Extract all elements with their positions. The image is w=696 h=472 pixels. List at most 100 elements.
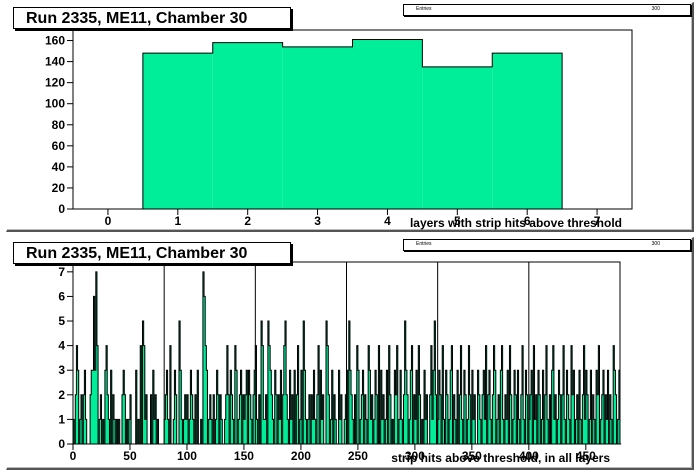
histogram-bar — [472, 419, 475, 444]
histogram-bar — [164, 419, 166, 444]
histogram-bar — [360, 419, 362, 444]
histogram-bar — [398, 419, 401, 444]
y-tick-label: 80 — [52, 118, 66, 132]
histogram-bar — [282, 46, 353, 209]
histogram-bar — [368, 345, 370, 444]
histogram-bar — [173, 419, 175, 444]
stats-entries-value: 300 — [651, 241, 660, 247]
histogram-bar — [429, 394, 432, 444]
histogram-bar — [224, 419, 227, 444]
histogram-bar — [558, 370, 561, 444]
histogram-bar — [248, 370, 251, 444]
histogram-bar — [617, 419, 620, 444]
histogram-outline — [73, 271, 622, 445]
histogram-bar — [94, 370, 97, 444]
histogram-bar — [189, 419, 191, 444]
histogram-outline — [73, 38, 632, 210]
histogram-bar — [606, 419, 608, 444]
stats-entries-label: Entries — [416, 6, 432, 12]
histogram-bar — [528, 419, 531, 444]
histogram-bar — [123, 370, 125, 444]
histogram-bar — [75, 394, 77, 444]
histogram-bar — [385, 419, 387, 444]
histogram-bar — [394, 370, 396, 444]
histogram-bar — [76, 345, 78, 444]
histogram-bar — [395, 394, 398, 444]
histogram-bar — [92, 370, 94, 444]
histogram-bar — [613, 345, 615, 444]
histogram-bar — [585, 370, 588, 444]
x-tick-label: 50 — [123, 449, 137, 463]
x-tick-label: 5 — [454, 214, 461, 228]
histogram-bar — [541, 419, 543, 444]
histogram-bar — [553, 419, 556, 444]
x-tick-label: 400 — [519, 449, 539, 463]
x-tick-label: 350 — [462, 449, 482, 463]
histogram-bar — [561, 394, 564, 444]
histogram-bar — [212, 42, 283, 209]
histogram-bar — [263, 419, 265, 444]
histogram-bar — [584, 419, 587, 444]
stats-box: Entries 300 — [403, 239, 691, 251]
histogram-bar — [500, 370, 502, 444]
histogram-bar — [216, 370, 219, 444]
histogram-bar — [425, 419, 427, 444]
y-tick-label: 120 — [45, 76, 65, 90]
histogram-bar — [520, 394, 523, 444]
histogram-bar — [330, 419, 333, 444]
histogram-bar — [344, 419, 346, 444]
y-tick-label: 60 — [52, 139, 66, 153]
y-tick-label: 7 — [58, 265, 65, 279]
histogram-bar — [463, 370, 466, 444]
histogram-bar — [90, 394, 92, 444]
histogram-bar — [361, 394, 363, 444]
histogram-bar — [582, 394, 584, 444]
chart-title: Run 2335, ME11, Chamber 30 — [13, 242, 291, 264]
histogram-bar — [514, 370, 516, 444]
histogram-bar — [445, 370, 448, 444]
histogram-bar — [153, 419, 156, 444]
strip-hits-histogram-chart: 0 1 2 3 4 5 6 7 0 50 100 150 200 250 300 350 400 450strip… — [58, 261, 622, 465]
histogram-bar — [589, 419, 591, 444]
histogram-bar — [492, 394, 494, 444]
x-tick-label: 150 — [234, 449, 254, 463]
histogram-bar — [572, 394, 574, 444]
histogram-bar — [349, 370, 352, 444]
histogram-bar — [128, 419, 131, 444]
y-tick-label: 140 — [45, 55, 65, 69]
histogram-bar — [282, 394, 285, 444]
histogram-bar — [144, 419, 147, 444]
histogram-bar — [225, 394, 228, 444]
histogram-bar — [142, 321, 145, 444]
histogram-bar — [534, 419, 537, 444]
histogram-bar — [204, 296, 206, 444]
histogram-bar — [321, 419, 323, 444]
histogram-bar — [437, 419, 440, 444]
histogram-bar — [95, 271, 98, 444]
histogram-bar — [267, 321, 270, 444]
histogram-bar — [325, 321, 328, 444]
x-tick-label: 450 — [576, 449, 596, 463]
stats-entries-value: 300 — [651, 6, 660, 12]
x-tick-label: 6 — [524, 214, 531, 228]
histogram-bar — [270, 370, 272, 444]
histogram-bar — [183, 419, 186, 444]
plot-frame — [72, 261, 621, 445]
histogram-bar — [205, 345, 207, 444]
histogram-bar — [557, 419, 559, 444]
histogram-bar — [404, 321, 407, 444]
histogram-bar — [370, 419, 372, 444]
histogram-bar — [239, 394, 241, 444]
histogram-bar — [234, 345, 237, 444]
histogram-bar — [79, 419, 82, 444]
histogram-bar — [142, 53, 213, 210]
histogram-bar — [202, 271, 205, 444]
histogram-bar — [261, 321, 263, 444]
histogram-bar — [356, 345, 359, 444]
histogram-bar — [601, 394, 604, 444]
y-tick-label: 6 — [58, 289, 65, 303]
histogram-bar — [215, 419, 217, 444]
x-tick-label: 100 — [177, 449, 197, 463]
histogram-bar — [190, 370, 192, 444]
